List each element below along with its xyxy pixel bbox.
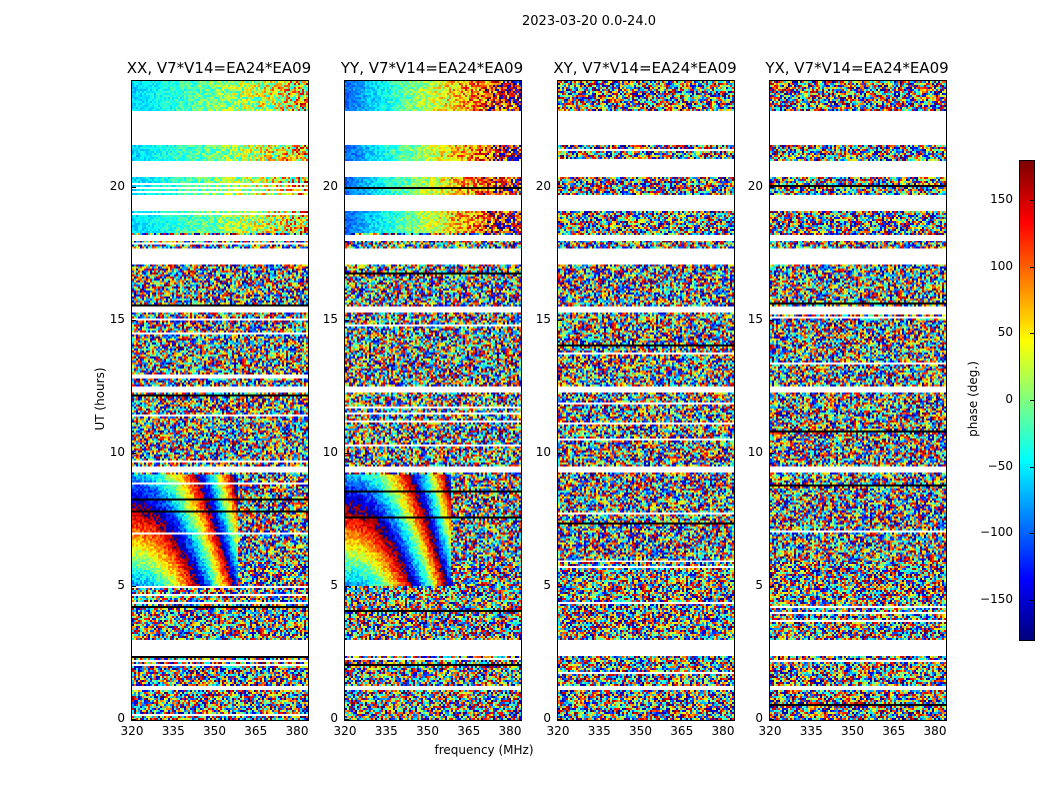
y-tick-label: 10 xyxy=(535,444,551,459)
panel-title: XY, V7*V14=EA24*EA09 xyxy=(553,59,737,77)
colorbar-tick-mark xyxy=(1030,533,1034,535)
x-tick-label: 380 xyxy=(923,724,947,738)
y-tick-label: 5 xyxy=(330,577,338,592)
phase-waterfall-panel xyxy=(131,80,309,721)
y-tick-mark xyxy=(770,452,774,454)
x-tick-label: 350 xyxy=(841,724,864,738)
phase-waterfall-panel xyxy=(769,80,947,721)
x-tick-label: 350 xyxy=(629,724,652,738)
y-tick-mark xyxy=(345,719,349,720)
colorbar xyxy=(1019,160,1035,641)
x-tick-label: 335 xyxy=(799,724,823,738)
y-tick-mark xyxy=(558,719,562,720)
phase-waterfall-panel xyxy=(557,80,735,721)
y-tick-label: 20 xyxy=(747,178,763,193)
y-tick-label: 10 xyxy=(747,444,763,459)
y-tick-mark xyxy=(770,585,774,587)
phase-waterfall-panel xyxy=(344,80,522,721)
y-tick-mark xyxy=(132,719,136,720)
y-tick-label: 5 xyxy=(543,577,551,592)
colorbar-tick-label: 0 xyxy=(1005,392,1013,406)
colorbar-tick-mark xyxy=(1030,400,1034,401)
y-tick-mark xyxy=(132,186,136,188)
y-tick-label: 20 xyxy=(535,178,551,193)
colorbar-gradient xyxy=(1020,161,1034,640)
y-tick-mark xyxy=(558,319,562,321)
panel-title: YY, V7*V14=EA24*EA09 xyxy=(340,59,524,77)
y-tick-mark xyxy=(345,452,349,454)
x-tick-label: 335 xyxy=(374,724,398,738)
phase-heatmap xyxy=(132,81,308,720)
y-tick-mark xyxy=(558,186,562,188)
x-tick-label: 380 xyxy=(285,724,309,738)
panel-title: XX, V7*V14=EA24*EA09 xyxy=(126,59,312,77)
x-axis-label: frequency (MHz) xyxy=(434,743,534,757)
y-tick-label: 15 xyxy=(535,311,551,326)
y-tick-label: 10 xyxy=(109,444,125,459)
x-tick-label: 320 xyxy=(758,724,782,738)
y-tick-mark xyxy=(770,719,774,720)
x-tick-label: 380 xyxy=(498,724,522,738)
colorbar-tick-label: −50 xyxy=(987,458,1013,473)
y-tick-mark xyxy=(770,319,774,321)
y-tick-mark xyxy=(770,186,774,188)
colorbar-tick-label: 150 xyxy=(990,192,1013,206)
phase-heatmap xyxy=(558,81,734,720)
y-tick-label: 5 xyxy=(117,577,125,592)
colorbar-tick-mark xyxy=(1030,266,1034,268)
x-tick-label: 320 xyxy=(120,724,144,738)
x-tick-label: 350 xyxy=(416,724,439,738)
panel-title: YX, V7*V14=EA24*EA09 xyxy=(765,59,949,77)
colorbar-tick-mark xyxy=(1030,333,1034,335)
x-tick-label: 320 xyxy=(333,724,357,738)
x-tick-label: 335 xyxy=(587,724,611,738)
y-tick-label: 0 xyxy=(117,711,125,725)
y-tick-mark xyxy=(132,452,136,454)
x-tick-label: 380 xyxy=(711,724,735,738)
colorbar-tick-label: −100 xyxy=(980,525,1013,540)
y-tick-label: 15 xyxy=(322,311,338,326)
y-tick-label: 20 xyxy=(109,178,125,193)
y-tick-mark xyxy=(558,452,562,454)
x-tick-label: 350 xyxy=(203,724,226,738)
y-tick-mark xyxy=(345,186,349,188)
x-tick-label: 320 xyxy=(546,724,570,738)
colorbar-tick-label: 100 xyxy=(990,258,1013,273)
y-tick-mark xyxy=(345,585,349,587)
y-tick-mark xyxy=(132,585,136,587)
y-tick-mark xyxy=(558,585,562,587)
y-tick-mark xyxy=(345,319,349,321)
y-tick-mark xyxy=(132,319,136,321)
phase-heatmap xyxy=(345,81,521,720)
colorbar-tick-label: 50 xyxy=(997,325,1013,340)
colorbar-tick-label: −150 xyxy=(980,592,1013,606)
colorbar-tick-mark xyxy=(1030,200,1034,201)
x-tick-label: 365 xyxy=(882,724,906,738)
x-tick-label: 365 xyxy=(244,724,268,738)
phase-heatmap xyxy=(770,81,946,720)
x-tick-label: 365 xyxy=(457,724,481,738)
colorbar-tick-mark xyxy=(1030,466,1034,468)
x-tick-label: 365 xyxy=(670,724,694,738)
y-tick-label: 0 xyxy=(755,711,763,725)
y-tick-label: 15 xyxy=(747,311,763,326)
y-tick-label: 20 xyxy=(322,178,338,193)
y-tick-label: 0 xyxy=(543,711,551,725)
figure-title: 2023-03-20 0.0-24.0 xyxy=(522,14,656,29)
y-tick-label: 10 xyxy=(322,444,338,459)
colorbar-tick-mark xyxy=(1030,600,1034,601)
y-axis-label: UT (hours) xyxy=(93,367,107,431)
y-tick-label: 0 xyxy=(330,711,338,725)
y-tick-label: 5 xyxy=(755,577,763,592)
y-tick-label: 15 xyxy=(109,311,125,326)
x-tick-label: 335 xyxy=(161,724,185,738)
